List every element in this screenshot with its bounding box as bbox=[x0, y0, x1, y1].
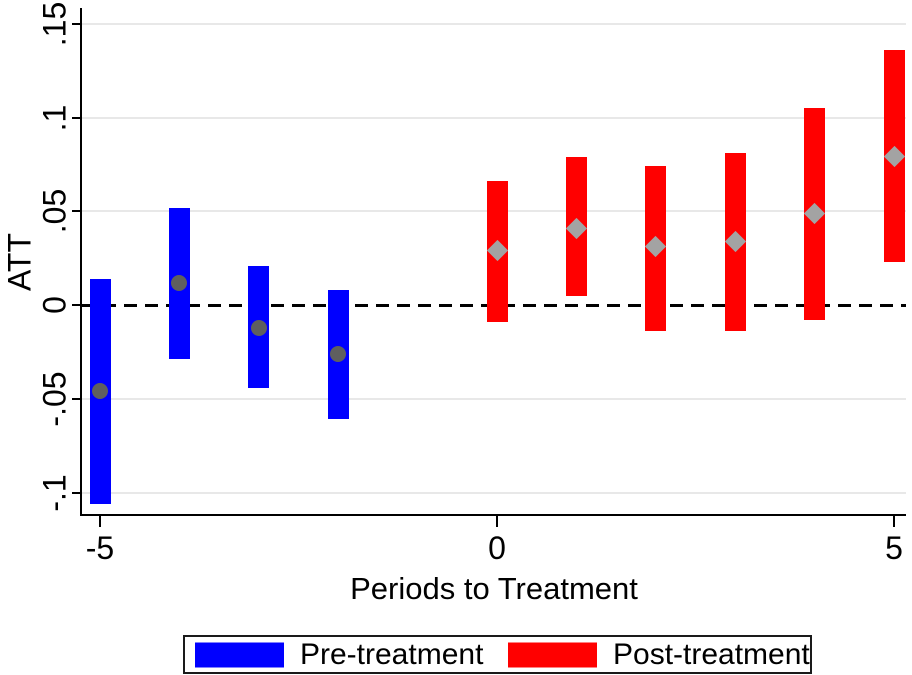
x-tick-label: 5 bbox=[885, 530, 903, 566]
x-tick-label: 0 bbox=[488, 530, 506, 566]
legend-swatch-post-treatment bbox=[508, 642, 597, 667]
y-axis-title: ATT bbox=[1, 232, 38, 292]
y-axis-tick bbox=[72, 210, 81, 213]
legend-label-post-treatment: Post-treatment bbox=[613, 637, 810, 671]
x-axis-title: Periods to Treatment bbox=[350, 571, 638, 606]
y-tick-label: -.05 bbox=[36, 371, 73, 427]
x-axis-tick bbox=[893, 516, 895, 527]
y-tick-label: .05 bbox=[36, 189, 73, 234]
y-gridline bbox=[82, 22, 906, 25]
y-axis-tick bbox=[72, 304, 81, 306]
point-estimate-circle-x-2 bbox=[330, 345, 347, 362]
legend-label-pre-treatment: Pre-treatment bbox=[300, 637, 484, 671]
plot-area bbox=[80, 8, 906, 516]
y-axis-tick bbox=[72, 116, 81, 119]
y-tick-label: .1 bbox=[36, 104, 73, 131]
y-gridline bbox=[82, 116, 906, 119]
y-tick-label: -.1 bbox=[36, 473, 73, 512]
y-tick-label: 0 bbox=[36, 296, 73, 314]
y-gridline bbox=[82, 397, 906, 400]
y-axis-tick bbox=[72, 22, 81, 25]
y-gridline bbox=[82, 491, 906, 494]
point-estimate-circle-x-4 bbox=[171, 274, 188, 291]
point-estimate-circle-x-5 bbox=[92, 383, 108, 400]
x-axis-tick bbox=[99, 516, 101, 527]
legend-swatch-pre-treatment bbox=[195, 642, 284, 667]
y-axis-tick bbox=[72, 491, 81, 494]
y-tick-label: .15 bbox=[36, 1, 73, 46]
x-tick-label: -5 bbox=[85, 530, 115, 566]
legend: Pre-treatment Post-treatment bbox=[183, 635, 812, 674]
y-axis-tick bbox=[72, 397, 81, 400]
x-axis-tick bbox=[496, 516, 498, 527]
point-estimate-circle-x-3 bbox=[250, 319, 267, 336]
